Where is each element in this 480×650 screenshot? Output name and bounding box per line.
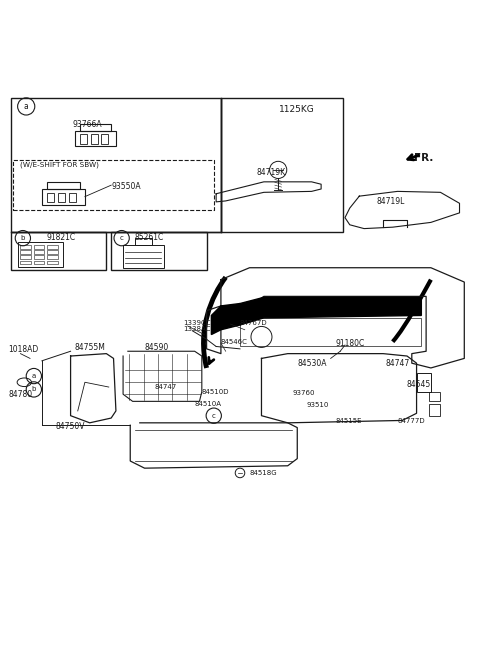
Text: 84590: 84590 <box>144 343 168 352</box>
Text: 91821C: 91821C <box>47 233 76 242</box>
Text: 84510D: 84510D <box>202 389 229 395</box>
Text: a: a <box>24 102 29 111</box>
Text: 93510: 93510 <box>307 402 329 408</box>
Bar <box>13 161 214 211</box>
Text: 93550A: 93550A <box>111 182 141 191</box>
Text: 91180C: 91180C <box>335 339 364 348</box>
Text: b: b <box>21 235 25 241</box>
Text: 84780: 84780 <box>9 390 33 398</box>
Text: 84515E: 84515E <box>336 419 362 424</box>
Text: (W/E-SHIFT FOR SBW): (W/E-SHIFT FOR SBW) <box>21 161 99 168</box>
Text: 84530A: 84530A <box>297 359 327 368</box>
Text: 84518G: 84518G <box>250 470 277 476</box>
Text: 84719L: 84719L <box>376 198 404 207</box>
Text: 84777D: 84777D <box>397 419 425 424</box>
Text: 84767D: 84767D <box>240 320 268 326</box>
Text: 1338AC: 1338AC <box>183 326 210 332</box>
Text: a: a <box>32 373 36 379</box>
Text: 1339CC: 1339CC <box>183 320 210 326</box>
Text: 93766A: 93766A <box>72 120 102 129</box>
Polygon shape <box>211 304 240 335</box>
Text: FR.: FR. <box>414 153 433 163</box>
Text: c: c <box>120 235 123 241</box>
Text: 84750V: 84750V <box>56 422 85 431</box>
Text: 93760: 93760 <box>292 390 315 396</box>
Text: 1125KG: 1125KG <box>279 105 315 114</box>
Text: 84546C: 84546C <box>221 339 248 345</box>
Text: c: c <box>212 413 216 419</box>
Text: 84545: 84545 <box>407 380 431 389</box>
Text: 84719K: 84719K <box>256 168 286 177</box>
Text: 84747: 84747 <box>385 359 409 368</box>
Text: 85261C: 85261C <box>134 233 163 242</box>
Polygon shape <box>240 297 421 325</box>
Text: 84510A: 84510A <box>195 401 222 407</box>
Text: b: b <box>32 386 36 393</box>
Text: 84747: 84747 <box>154 384 176 390</box>
Text: 1018AD: 1018AD <box>9 345 39 354</box>
Text: 84755M: 84755M <box>74 343 105 352</box>
